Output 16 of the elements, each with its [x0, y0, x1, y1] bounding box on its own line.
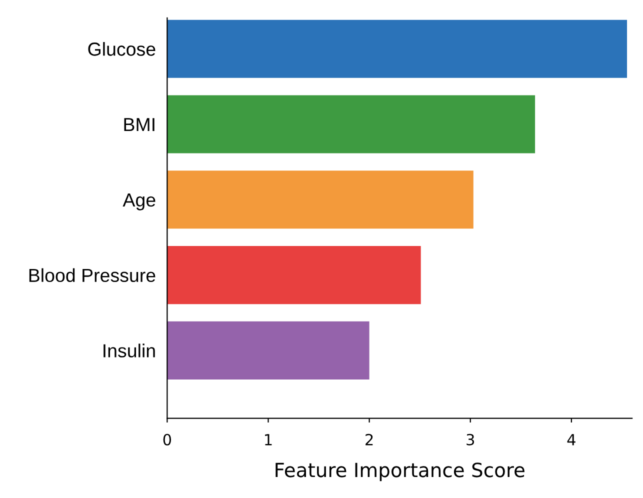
bar	[167, 246, 421, 304]
bar	[167, 170, 474, 229]
x-tick-label: 0	[163, 434, 172, 446]
x-axis-title: Feature Importance Score	[276, 462, 524, 482]
y-tick-label: Insulin	[104, 344, 155, 358]
bar	[167, 20, 628, 78]
y-tick-label: BMI	[124, 118, 154, 132]
x-tick-label: 3	[466, 434, 474, 446]
x-tick-label: 1	[265, 434, 272, 446]
x-tick-label: 2	[366, 434, 373, 446]
y-tick-label: Glucose	[88, 42, 156, 56]
y-tick-label: Age	[122, 194, 156, 210]
bar	[167, 95, 536, 154]
x-tick-label: 4	[567, 434, 576, 446]
y-tick-label: Blood Pressure	[29, 268, 156, 282]
bar	[167, 321, 370, 380]
